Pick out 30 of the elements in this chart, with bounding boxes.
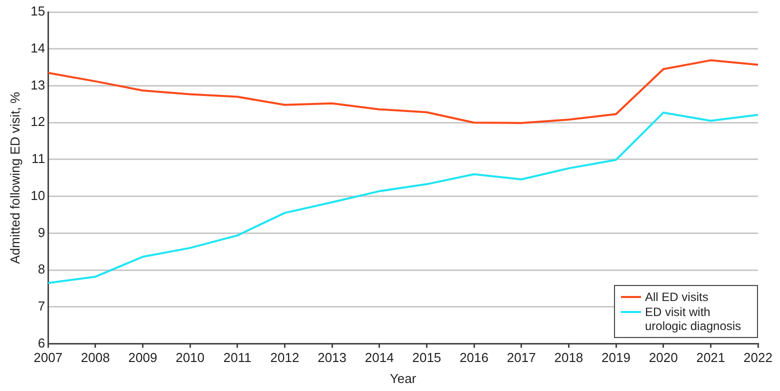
x-tick-label: 2007 (34, 350, 63, 366)
x-tick-label: 2008 (80, 350, 110, 366)
x-tick-label: 2019 (602, 350, 630, 366)
x-tick-label: 2009 (128, 350, 158, 366)
x-tick-label: 2011 (223, 350, 252, 366)
x-tick-label: 2020 (648, 350, 678, 366)
legend-label: All ED visits (645, 290, 708, 304)
x-tick-label: 2014 (364, 350, 394, 366)
y-axis-title: Admitted following ED visit, % (7, 91, 22, 264)
y-tick-label: 8 (38, 262, 46, 277)
x-tick-label: 2017 (506, 350, 536, 366)
legend-label: ED visit with urologic diagnosis (645, 304, 742, 333)
y-tick-label: 9 (38, 224, 46, 240)
y-tick-label: 15 (30, 4, 46, 19)
y-tick-label: 10 (30, 188, 46, 203)
x-tick-label: 2010 (176, 350, 205, 366)
x-axis-title: Year (390, 370, 417, 386)
y-tick-label: 6 (38, 335, 46, 350)
x-tick-label: 2021 (696, 350, 726, 366)
y-tick-label: 14 (30, 40, 46, 56)
x-tick-label: 2022 (744, 350, 772, 366)
x-tick-label: 2015 (412, 350, 442, 366)
x-tick-label: 2013 (318, 350, 346, 366)
x-tick-label: 2012 (270, 350, 300, 366)
y-tick-label: 12 (30, 114, 46, 130)
x-tick-label: 2016 (460, 350, 488, 366)
y-tick-label: 7 (38, 298, 46, 314)
y-tick-label: 13 (30, 77, 46, 92)
x-tick-label: 2018 (554, 350, 584, 366)
y-tick-label: 11 (32, 151, 46, 166)
